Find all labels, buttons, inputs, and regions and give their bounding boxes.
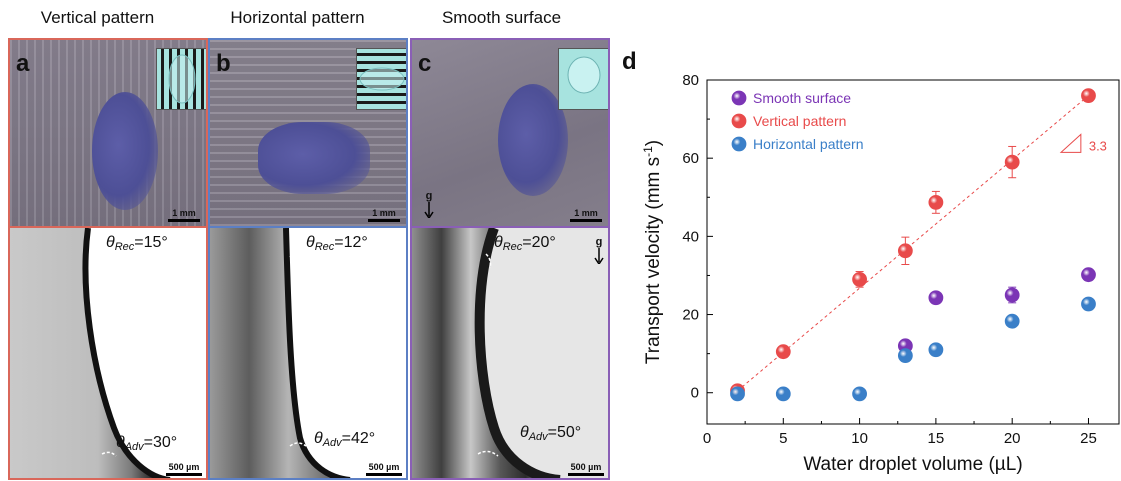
data-point	[852, 271, 867, 287]
panel-a-receding-angle: θRec=15°	[106, 234, 168, 253]
transport-velocity-chart: 3.3 Smooth surface Vertical pattern Horizo…	[641, 72, 1120, 475]
data-point	[1081, 88, 1096, 104]
panel-a-top-scalebar: 1 mm	[168, 208, 200, 222]
data-point	[897, 243, 913, 259]
panel-c-advancing-angle: θAdv=50°	[520, 424, 582, 443]
data-point	[775, 386, 791, 402]
panel-a-letter: a	[16, 50, 30, 77]
panel-c-top-scalebar: 1 mm	[570, 208, 602, 222]
panel-b-letter: b	[216, 50, 231, 77]
x-tick-label: 15	[928, 430, 945, 447]
inset-vertical-stripes-icon	[156, 48, 206, 110]
panel-a-bottom-photo: θRec=15° θAdv=30° 500 µm	[8, 228, 208, 480]
inset-smooth-droplet-icon	[558, 48, 608, 110]
y-tick-label: 80	[682, 72, 699, 89]
legend-entry: Horizontal pattern	[753, 136, 864, 152]
panel-c-receding-angle: θRec=20°	[494, 234, 556, 253]
panel-a-advancing-angle: θAdv=30°	[116, 434, 178, 453]
x-tick-label: 20	[1004, 430, 1021, 447]
y-tick-label: 40	[682, 228, 699, 245]
legend-marker	[731, 113, 747, 129]
data-point	[775, 344, 791, 360]
data-point	[1004, 154, 1020, 170]
slope-label: 3.3	[1089, 138, 1107, 153]
panel-c-title: Smooth surface	[441, 8, 562, 27]
data-point	[928, 342, 944, 358]
droplet-icon	[92, 92, 158, 210]
data-point	[928, 194, 944, 210]
panel-b-advancing-angle: θAdv=42°	[314, 430, 376, 449]
gravity-arrow-icon: g	[422, 190, 436, 221]
y-tick-label: 20	[682, 307, 699, 324]
panel-b-receding-angle: θRec=12°	[306, 234, 368, 253]
panel-c-letter: c	[418, 50, 432, 77]
data-point	[1081, 296, 1096, 312]
panel-b-bottom-scalebar: 500 µm	[366, 462, 402, 476]
gravity-arrow-icon: g	[592, 236, 606, 267]
y-tick-label: 60	[682, 150, 699, 167]
panel-b-top-photo: b 1 mm	[208, 38, 408, 228]
y-tick-label: 0	[691, 385, 699, 402]
data-point	[928, 290, 944, 306]
panel-a-bottom-scalebar: 500 µm	[166, 462, 202, 476]
y-axis-label: Transport velocity (mm s-1)	[641, 140, 664, 364]
data-point	[730, 386, 745, 402]
panel-d-letter: d	[622, 48, 637, 75]
data-point	[1081, 267, 1096, 283]
inset-horizontal-stripes-icon	[356, 48, 406, 110]
legend-marker	[731, 136, 747, 152]
fit-line	[737, 95, 1089, 392]
droplet-icon	[258, 122, 370, 194]
droplet-icon	[498, 84, 568, 196]
panel-b-bottom-photo: θRec=12° θAdv=42° 500 µm	[208, 228, 408, 480]
x-tick-label: 0	[703, 430, 711, 447]
slope-triangle-icon	[1059, 133, 1082, 153]
data-point	[1004, 287, 1020, 303]
panel-b-top-scalebar: 1 mm	[368, 208, 400, 222]
panel-c-bottom-scalebar: 500 µm	[568, 462, 604, 476]
x-tick-label: 25	[1080, 430, 1097, 447]
data-point	[897, 348, 913, 363]
panel-b-title: Horizontal pattern	[230, 8, 365, 27]
panel-c-top-photo: c g 1 mm	[410, 38, 610, 228]
legend-entry: Smooth surface	[753, 90, 851, 106]
x-axis-label: Water droplet volume (µL)	[803, 454, 1022, 475]
legend-marker	[731, 90, 747, 106]
x-tick-label: 10	[851, 430, 868, 447]
panel-a-top-photo: a 1 mm	[8, 38, 208, 228]
panel-a-title: Vertical pattern	[40, 8, 155, 27]
plot-frame	[706, 79, 1120, 425]
data-point	[852, 386, 867, 402]
legend-entry: Vertical pattern	[753, 113, 846, 129]
x-tick-label: 5	[779, 430, 787, 447]
panel-c-bottom-photo: θRec=20° θAdv=50° g 500 µm	[410, 228, 610, 480]
data-point	[1004, 313, 1020, 329]
